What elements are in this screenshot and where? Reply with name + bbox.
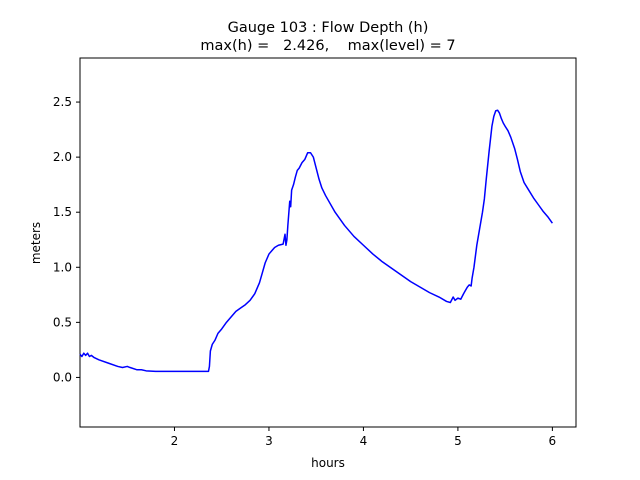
y-tick-label: 1.0: [53, 260, 72, 274]
y-tick-label: 2.0: [53, 150, 72, 164]
y-tick-label: 2.5: [53, 95, 72, 109]
x-axis-label: hours: [311, 456, 345, 470]
y-axis-label: meters: [29, 222, 43, 264]
y-tick-label: 1.5: [53, 205, 72, 219]
chart-subtitle: max(h) = 2.426, max(level) = 7: [200, 38, 455, 54]
plot-area: 2 3 4 5 6 0.0 0.5 1.0 1.5 2.0 2.5: [53, 57, 577, 448]
x-tick-label: 5: [454, 434, 462, 448]
x-axis-ticks: 2 3 4 5 6: [171, 427, 557, 448]
x-tick-label: 3: [265, 434, 273, 448]
y-tick-label: 0.5: [53, 315, 72, 329]
x-tick-label: 2: [171, 434, 179, 448]
series-lines: [79, 109, 553, 373]
y-axis-ticks: 0.0 0.5 1.0 1.5 2.0 2.5: [53, 95, 80, 384]
flow-depth-series-line: [79, 109, 553, 373]
y-tick-label: 0.0: [53, 370, 72, 384]
chart-title: Gauge 103 : Flow Depth (h): [228, 20, 429, 36]
plot-frame: [79, 57, 577, 428]
x-tick-label: 4: [360, 434, 368, 448]
x-tick-label: 6: [549, 434, 557, 448]
